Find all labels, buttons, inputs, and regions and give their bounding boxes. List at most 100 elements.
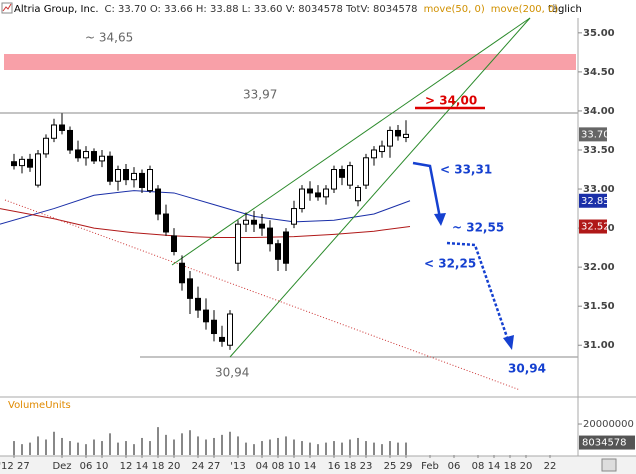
volume-bar [277,437,279,455]
candle-body [155,188,161,215]
chart-title: Altria Group, Inc. [14,4,99,15]
x-tick-label: 18 [152,461,165,472]
candle-body [275,243,281,260]
candle-body [187,278,193,299]
legend-entry: move(200, 0) [491,4,559,15]
candle-body [123,169,129,181]
candle-body [387,129,393,147]
x-tick-label: '13 [230,461,245,472]
resistance-zone [4,54,576,70]
candle-body [75,149,81,159]
y-tick-label: 34.50 [583,67,615,78]
candle-body [331,169,337,190]
candle-body [115,169,121,182]
candle-body [27,158,33,168]
x-tick-label: 14 [488,461,501,472]
candle-body [251,219,257,225]
candle-body [323,188,329,198]
candle-body [267,227,273,245]
x-tick-label: 10 [288,461,301,472]
candle-body [371,149,377,159]
x-tick-label: 12 [120,461,133,472]
volume-bar [29,442,31,455]
annotation: < 33,31 [440,163,492,177]
volume-bar [45,439,47,455]
y-tick-label: 34.00 [583,106,615,117]
candle-body [131,172,137,181]
candle-body [83,151,89,159]
candle-body [179,262,185,284]
candle-body [147,169,153,192]
volume-bar [397,442,399,455]
x-tick-label: 20 [168,461,181,472]
arrowhead [503,335,514,350]
arrowhead [434,213,446,226]
candle-body [219,336,225,342]
volume-bar [133,444,135,455]
volume-bar [269,439,271,455]
candle-body [347,165,353,186]
last-value-box [579,219,607,234]
x-tick-label: 18 [504,461,517,472]
volume-bar [53,431,55,455]
moving-average [0,208,411,238]
x-tick-label: 10 [96,461,109,472]
volume-bar [229,431,231,455]
candle-body [283,231,289,264]
candle-body [163,213,169,233]
volume-bar [261,441,263,455]
last-value-box [579,127,607,142]
candle-body [307,188,313,194]
annotation: 33,97 [243,88,277,102]
y-tick-label: 35.00 [583,28,615,39]
candle-body [91,151,97,162]
annotation: 30,94 [508,362,546,376]
candle-body [315,192,321,198]
volume-bar [37,436,39,455]
volume-bar [349,439,351,455]
candle-body [211,319,217,335]
candle-body [339,169,345,178]
y-tick-label: 31.00 [583,340,615,351]
last-value-label: 32.85 [581,196,610,207]
x-tick-label: 25 [384,461,397,472]
candle-body [259,223,265,229]
volume-bar [61,437,63,455]
candle-body [19,158,25,167]
volume-bar [85,444,87,455]
annotation: > 34,00 [425,94,477,108]
volume-bar [389,441,391,455]
volume-bar [405,442,407,455]
volume-bar [213,437,215,455]
volume-bar [221,434,223,455]
volume-bar [125,441,127,455]
candle-body [99,155,105,162]
candle-body [195,297,201,311]
volume-bar [381,444,383,455]
candle-body [59,124,65,131]
volume-bar [197,436,199,455]
volume-bar [101,441,103,455]
annotation: ~ 32,55 [452,221,504,235]
x-tick-label: 16 [328,461,341,472]
y-tick-label: 33.00 [583,184,615,195]
candle-body [363,157,369,186]
candle-body [243,219,249,225]
volume-bar [341,442,343,455]
candle-body [203,309,209,323]
volume-bar [109,433,111,455]
volume-bar [165,434,167,455]
x-tick-label: 08 [272,461,285,472]
x-tick-label: 18 [344,461,357,472]
y-tick-label: 33.50 [583,145,615,156]
candle-body [43,137,49,155]
x-tick-label: 06 [448,461,461,472]
y-tick-label: 32.00 [583,262,615,273]
volume-bar [245,442,247,455]
x-tick-label: 22 [544,461,557,472]
x-tick-label: 08 [472,461,485,472]
settings-icon[interactable] [601,458,617,472]
volume-bar [69,441,71,455]
last-volume-label: 8034578 [582,438,627,449]
candle-body [227,313,233,346]
